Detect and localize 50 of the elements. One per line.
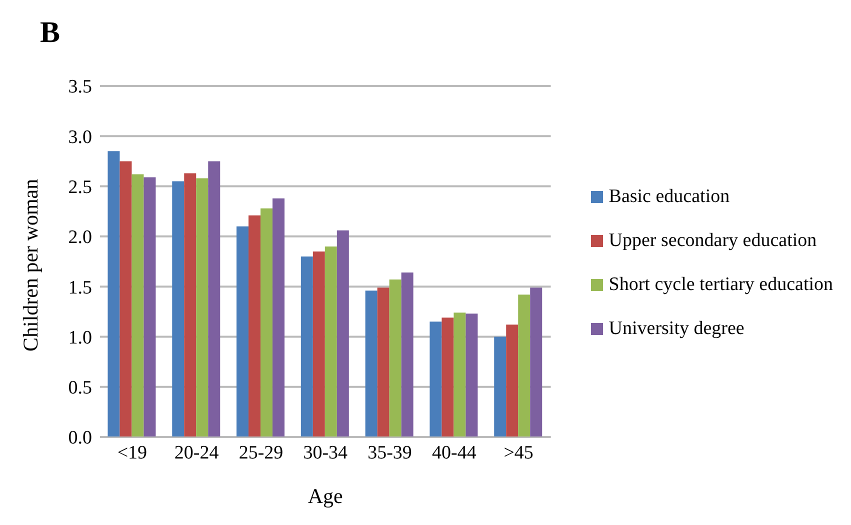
x-tick-label: 20-24: [174, 442, 220, 464]
bar: [430, 322, 442, 437]
bar: [518, 294, 530, 437]
y-tick-label: 0.5: [68, 378, 92, 399]
x-axis-title: Age: [308, 484, 343, 508]
y-tick-label: 1.5: [68, 277, 92, 298]
bar: [377, 288, 390, 437]
bar: [336, 230, 349, 437]
bar: [248, 215, 261, 437]
bar: [401, 272, 414, 437]
bar: [494, 336, 506, 437]
bar: [530, 288, 542, 437]
bar: [260, 208, 273, 437]
y-axis-title: Children per woman: [18, 178, 42, 352]
bar: [389, 280, 402, 437]
legend-label: Short cycle tertiary education: [608, 272, 833, 296]
bar: [108, 151, 120, 437]
x-tick-label: 35-39: [368, 442, 412, 464]
y-tick-label: 2.5: [68, 177, 92, 198]
bar: [236, 226, 249, 437]
bar: [506, 324, 518, 437]
legend-label: Upper secondary education: [608, 228, 817, 252]
bar: [132, 174, 144, 437]
bar: [196, 178, 208, 437]
y-tick-label: 3.5: [68, 76, 92, 98]
bar: [454, 312, 466, 437]
bar: [324, 246, 337, 437]
y-tick-label: 1.0: [68, 327, 92, 348]
bar: [300, 256, 313, 437]
bar: [365, 290, 378, 437]
x-tick-label: 30-34: [303, 442, 348, 464]
bar: [144, 177, 156, 437]
bar: [208, 161, 220, 437]
bar: [442, 318, 454, 437]
y-tick-label: 0.0: [68, 428, 92, 449]
bar: [466, 314, 478, 437]
x-tick-label: <19: [117, 442, 148, 464]
bar: [184, 173, 196, 437]
legend-label: University degree: [608, 316, 744, 340]
x-tick-label: 25-29: [238, 442, 284, 464]
x-tick-label: 40-44: [432, 442, 477, 464]
chart-title: B: [40, 16, 60, 50]
y-tick-label: 2.0: [68, 227, 92, 248]
bar: [272, 198, 285, 437]
bar: [172, 181, 184, 437]
bar: [312, 251, 325, 437]
legend-label: Basic education: [608, 184, 730, 208]
x-tick-label: >45: [504, 442, 534, 464]
bar: [120, 161, 132, 437]
y-tick-label: 3.0: [68, 126, 92, 148]
